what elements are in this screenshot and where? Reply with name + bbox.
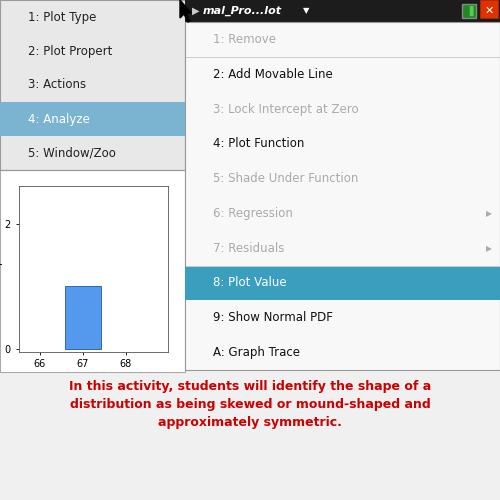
Text: 1: Remove: 1: Remove <box>213 33 276 46</box>
Text: 4: Analyze: 4: Analyze <box>28 112 90 126</box>
Text: 5: Window/Zoo: 5: Window/Zoo <box>28 146 116 160</box>
Text: 5: Shade Under Function: 5: Shade Under Function <box>213 172 358 185</box>
Text: ✕: ✕ <box>484 6 494 16</box>
Text: 7: Residuals: 7: Residuals <box>213 242 284 254</box>
Text: distribution as being skewed or mound-shaped and: distribution as being skewed or mound-sh… <box>70 398 430 411</box>
Bar <box>185 0 500 22</box>
Text: 6: Regression: 6: Regression <box>213 207 293 220</box>
Polygon shape <box>180 0 191 22</box>
Text: 9: Show Normal PDF: 9: Show Normal PDF <box>213 312 333 324</box>
Text: 2: Add Movable Line: 2: Add Movable Line <box>213 68 333 80</box>
Bar <box>64 286 101 348</box>
Text: In this activity, students will identify the shape of a: In this activity, students will identify… <box>69 380 431 393</box>
Text: 8: Plot Value: 8: Plot Value <box>213 276 286 289</box>
Text: ▶: ▶ <box>486 244 492 252</box>
Bar <box>0 102 185 136</box>
Bar <box>0 170 185 372</box>
Bar <box>0 0 185 170</box>
Text: 2: Plot Propert: 2: Plot Propert <box>28 44 112 58</box>
Text: ▼: ▼ <box>303 6 310 16</box>
Bar <box>462 4 476 18</box>
Text: ▶: ▶ <box>486 209 492 218</box>
Text: A: Graph Trace: A: Graph Trace <box>213 346 300 359</box>
Bar <box>0 0 185 170</box>
Text: approximately symmetric.: approximately symmetric. <box>158 416 342 429</box>
Text: mal_Pro...lot: mal_Pro...lot <box>203 6 282 16</box>
Text: 1: Plot Type: 1: Plot Type <box>28 10 96 24</box>
Text: ▶: ▶ <box>192 6 200 16</box>
Text: 3: Actions: 3: Actions <box>28 78 86 92</box>
Y-axis label: Frequ: Frequ <box>0 256 2 282</box>
Bar <box>185 266 500 300</box>
Bar <box>480 0 498 18</box>
Bar <box>185 22 500 370</box>
Text: ▐: ▐ <box>465 6 473 16</box>
Text: 3: Lock Intercept at Zero: 3: Lock Intercept at Zero <box>213 102 358 116</box>
Text: 4: Plot Function: 4: Plot Function <box>213 138 304 150</box>
